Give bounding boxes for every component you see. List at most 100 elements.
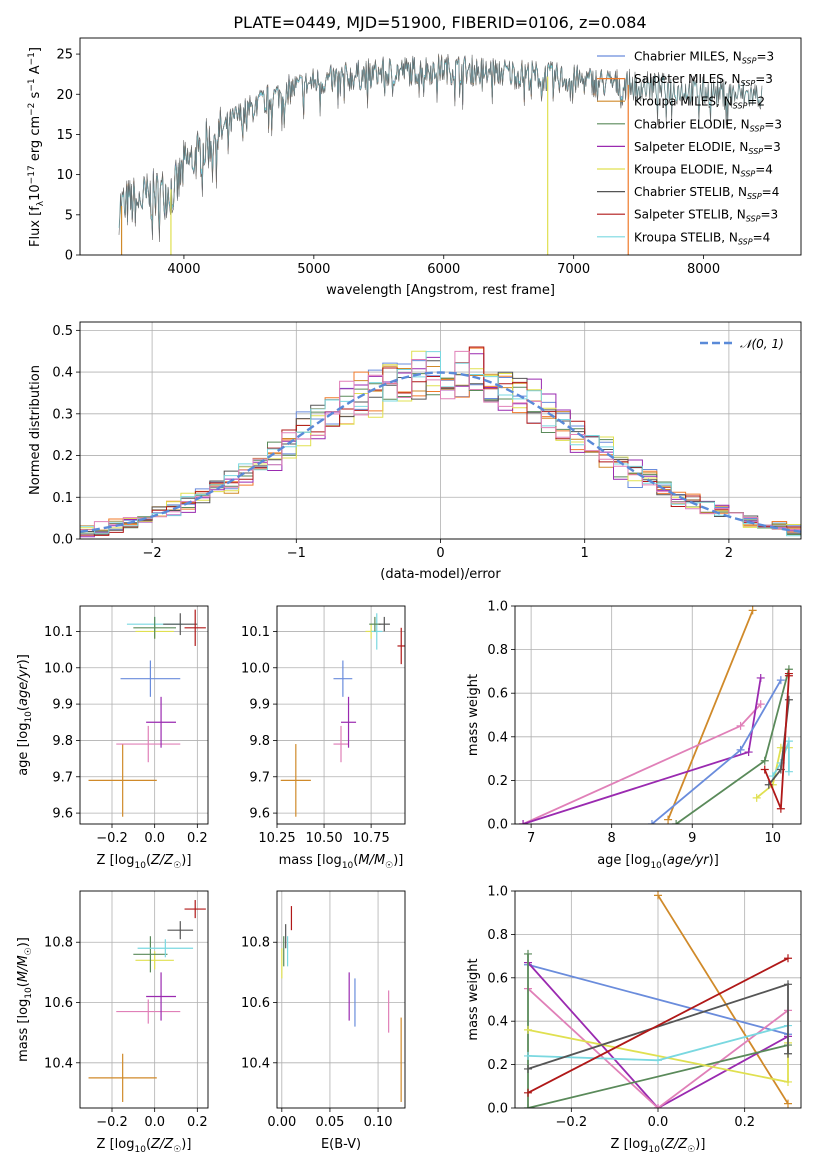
weight-point-marker (784, 1049, 792, 1058)
y-tick-label: 0.4 (52, 366, 73, 381)
x-tick-label: −0.2 (96, 831, 128, 846)
weight-point-marker (524, 1088, 532, 1097)
x-tick-label: 0.0 (144, 831, 165, 846)
histogram-lines (80, 346, 801, 538)
y-tick-label: 0.2 (487, 1058, 508, 1073)
x-axis-label: wavelength [Angstrom, rest frame] (326, 283, 555, 298)
x-tick-label: 5000 (297, 262, 330, 277)
errorbars (88, 609, 206, 817)
axes-frame (514, 890, 802, 1109)
y-axis-label: mass weight (466, 674, 481, 756)
weight-point-marker (654, 1056, 662, 1065)
y-tick-label: 10 (56, 168, 73, 183)
x-axis-label: Z [log10(Z/Z☉)] (97, 1137, 192, 1155)
spectrum-lines (118, 53, 763, 255)
x-tick-label: 8 (608, 831, 616, 846)
weight-point-marker (784, 1099, 792, 1108)
weight-point-marker (672, 820, 681, 824)
y-tick-label: 9.8 (249, 734, 270, 749)
y-tick-label: 0.0 (487, 1102, 508, 1117)
x-axis-label: Z [log10(Z/Z☉)] (97, 853, 192, 871)
x-tick-label: 0.2 (187, 831, 208, 846)
weight-series-line (667, 610, 754, 820)
x-tick-label: 10.75 (353, 831, 390, 846)
weight-series-line (657, 894, 789, 1105)
weight-point-marker (519, 820, 528, 824)
x-axis-label: Z [log10(Z/Z☉)] (611, 1137, 706, 1155)
legend-label: Chabrier MILES, NSSP=3 (634, 50, 774, 66)
weight-series-line (527, 963, 789, 1036)
mass-vs-metallicity-panel: −0.2 0.0 0.2 10.4 10.6 10.8 Z [log10(Z/Z☉)] mas… (16, 890, 209, 1155)
y-tick-label: 9.8 (52, 734, 73, 749)
y-tick-label: 0.0 (52, 533, 73, 548)
weight-point-marker (760, 756, 769, 765)
weight-point-marker (647, 820, 656, 824)
weight-point-marker (752, 793, 761, 802)
age-vs-mass-panel: 10.25 10.50 10.75 9.6 9.7 9.8 9.9 10.0 10.1 mass … (241, 605, 406, 871)
weight-point-marker (654, 1104, 662, 1108)
weight-point-marker (784, 669, 793, 678)
y-axis-label: mass [log10(M/M☉)] (16, 937, 34, 1062)
y-tick-label: 10.4 (241, 1056, 270, 1071)
y-tick-label: 15 (56, 128, 73, 143)
x-axis-label: mass [log10(M/M☉)] (279, 853, 404, 871)
weight-point-marker (664, 815, 673, 824)
errorbars (281, 906, 402, 1102)
errorbars (88, 900, 206, 1102)
legend-label: Chabrier STELIB, NSSP=4 (634, 185, 779, 201)
weight-point-marker (524, 1104, 532, 1108)
weight-point-marker (736, 745, 745, 754)
y-tick-label: 10.6 (241, 996, 270, 1011)
weight-point-marker (744, 748, 753, 757)
y-axis-label: mass weight (466, 958, 481, 1040)
x-axis-label: E(B-V) (321, 1137, 361, 1152)
axes-frame (276, 890, 406, 1109)
x-tick-label: 0.2 (734, 1115, 755, 1130)
weight-point-marker (784, 737, 793, 746)
x-tick-label: 2 (725, 546, 733, 561)
x-tick-label: 0.0 (648, 1115, 669, 1130)
x-tick-label: −2 (143, 546, 162, 561)
x-tick-label: −1 (287, 546, 306, 561)
y-tick-label: 9.7 (52, 770, 73, 785)
x-tick-label: 4000 (167, 262, 200, 277)
y-tick-label: 0.2 (52, 449, 73, 464)
x-tick-label: 0.2 (187, 1115, 208, 1130)
weight-point-marker (784, 980, 792, 989)
y-tick-label: 10.6 (44, 996, 73, 1011)
y-axis-label: Flux [fλ10−17 erg cm−2 s−1 A−1] (27, 47, 46, 247)
mass-weight-vs-age-panel: 7 8 9 10 0.0 0.2 0.4 0.6 0.8 1.0 age [log10(age/yr… (466, 600, 802, 871)
weight-point-marker (736, 721, 745, 730)
y-tick-label: 0 (65, 249, 73, 264)
axes-frame (276, 605, 406, 825)
x-tick-label: −0.2 (96, 1115, 128, 1130)
weight-series-line (522, 677, 762, 824)
y-tick-label: 0.8 (487, 928, 508, 943)
mass-weight-vs-metallicity-panel: −0.2 0.0 0.2 0.0 0.2 0.4 0.6 0.8 1.0 Z [log10(Z/Z… (466, 885, 802, 1155)
legend: Chabrier MILES, NSSP=3 Salpeter MILES, NS… (597, 50, 782, 246)
spectrum-data-line (118, 53, 763, 243)
x-tick-label: 7 (527, 831, 535, 846)
weight-lines (524, 891, 792, 1108)
x-tick-label: 1 (581, 546, 589, 561)
y-tick-label: 25 (56, 48, 73, 63)
residual-histogram-panel: −2 −1 0 1 2 0.0 0.1 0.2 0.3 0.4 0.5 𝒩(0, 1) (data-mo… (28, 321, 802, 582)
weight-point-marker (748, 606, 757, 615)
x-tick-label: 0.00 (267, 1115, 296, 1130)
y-tick-label: 20 (56, 88, 73, 103)
y-tick-label: 0.1 (52, 491, 73, 506)
legend-label: Chabrier ELODIE, NSSP=3 (634, 117, 782, 133)
legend-label: Salpeter STELIB, NSSP=3 (634, 208, 778, 224)
y-tick-label: 10.4 (44, 1056, 73, 1071)
y-tick-label: 0.0 (487, 818, 508, 833)
y-tick-label: 10.1 (44, 625, 73, 640)
weight-point-marker (784, 695, 793, 704)
y-tick-label: 5 (65, 208, 73, 223)
x-tick-label: −0.2 (556, 1115, 588, 1130)
x-tick-label: 0.0 (144, 1115, 165, 1130)
weight-point-marker (524, 1025, 532, 1034)
y-axis-label: age [log10(age/yr)] (16, 654, 34, 776)
weight-point-marker (524, 1064, 532, 1073)
x-tick-label: 8000 (687, 262, 720, 277)
weight-point-marker (524, 949, 532, 958)
